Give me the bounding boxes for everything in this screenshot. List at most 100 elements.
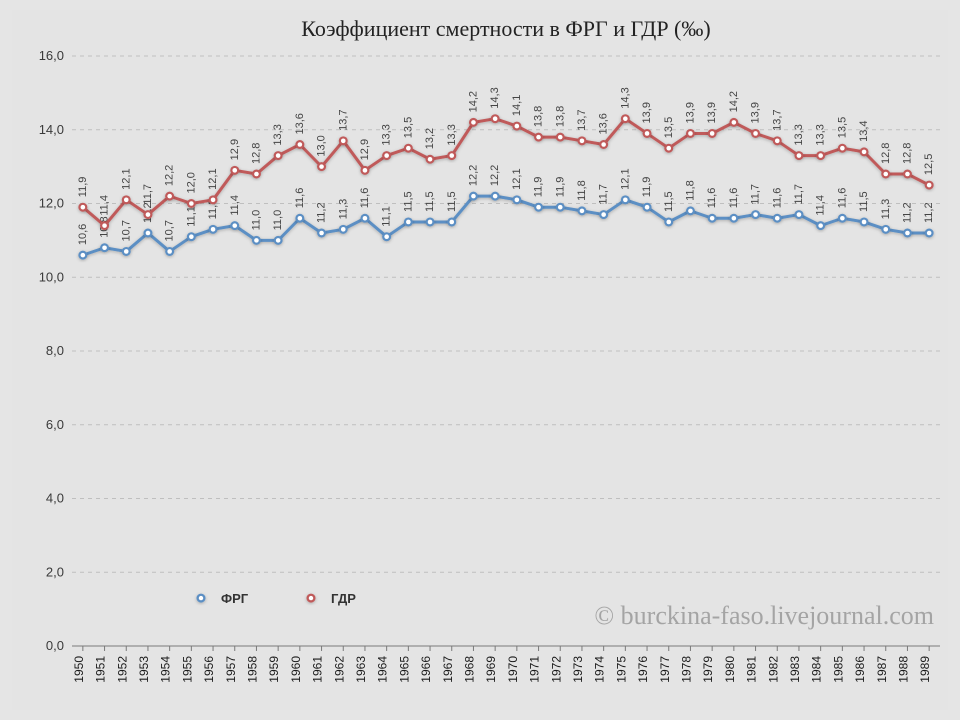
marker-inner: [580, 209, 585, 214]
marker-inner: [601, 212, 606, 217]
x-tick-label: 1976: [636, 656, 650, 683]
value-label: 11,9: [533, 177, 545, 198]
x-tick-label: 1958: [245, 656, 259, 683]
value-label: 13,5: [402, 117, 414, 138]
x-tick-label: 1957: [224, 656, 238, 683]
value-label: 11,5: [424, 191, 436, 212]
x-tick-label: 1986: [853, 656, 867, 683]
x-tick-label: 1953: [137, 656, 151, 683]
value-label: 11,0: [250, 210, 262, 231]
marker-inner: [167, 194, 172, 199]
value-label: 14,2: [728, 91, 740, 112]
marker-inner: [146, 212, 151, 217]
marker-inner: [102, 245, 107, 250]
value-label: 11,2: [901, 202, 913, 223]
value-label: 13,3: [272, 124, 284, 145]
value-label: 11,4: [229, 195, 241, 216]
legend-label: ФРГ: [221, 591, 249, 606]
value-label: 12,8: [880, 143, 892, 164]
value-label: 12,2: [467, 165, 479, 186]
marker-inner: [189, 201, 194, 206]
value-label: 13,8: [533, 106, 545, 127]
x-tick-label: 1974: [593, 656, 607, 683]
marker-inner: [124, 249, 129, 254]
x-tick-label: 1951: [94, 656, 108, 683]
marker-inner: [276, 238, 281, 243]
x-tick-label: 1952: [115, 656, 129, 683]
marker-inner: [536, 135, 541, 140]
value-label: 11,7: [598, 184, 610, 205]
marker-inner: [688, 131, 693, 136]
marker-inner: [341, 139, 346, 144]
y-tick-label: 4,0: [46, 491, 64, 506]
x-tick-label: 1972: [549, 656, 563, 683]
y-tick-label: 0,0: [46, 638, 64, 653]
marker-inner: [623, 116, 628, 121]
marker-inner: [384, 234, 389, 239]
marker-inner: [81, 253, 86, 258]
marker-inner: [688, 209, 693, 214]
value-label: 11,9: [554, 177, 566, 198]
value-label: 11,4: [815, 195, 827, 216]
x-tick-label: 1965: [397, 656, 411, 683]
value-label: 10,6: [77, 224, 89, 245]
x-tick-label: 1980: [723, 656, 737, 683]
marker-inner: [428, 220, 433, 225]
value-label: 10,7: [120, 220, 132, 241]
value-label: 11,2: [923, 202, 935, 223]
marker-inner: [797, 153, 802, 158]
value-label: 13,3: [815, 124, 827, 145]
marker-inner: [449, 220, 454, 225]
value-label: 11,8: [576, 180, 588, 201]
y-tick-label: 6,0: [46, 417, 64, 432]
x-tick-label: 1969: [484, 656, 498, 683]
value-label: 13,6: [598, 113, 610, 134]
value-label: 11,3: [337, 199, 349, 220]
chart-container: Коэффициент смертности в ФРГ и ГДР (‰)0,…: [12, 10, 948, 710]
marker-inner: [211, 198, 216, 203]
x-tick-label: 1985: [831, 656, 845, 683]
value-label: 13,9: [641, 102, 653, 123]
value-label: 12,8: [901, 143, 913, 164]
value-label: 14,3: [489, 87, 501, 108]
value-label: 13,3: [381, 124, 393, 145]
value-label: 11,5: [402, 191, 414, 212]
x-tick-label: 1950: [72, 656, 86, 683]
value-label: 11,6: [706, 188, 718, 209]
marker-inner: [146, 231, 151, 236]
marker-inner: [298, 142, 303, 147]
watermark: © burckina-faso.livejournal.com: [594, 601, 934, 630]
x-tick-label: 1959: [267, 656, 281, 683]
value-label: 13,2: [424, 128, 436, 149]
value-label: 12,1: [207, 168, 219, 189]
marker-inner: [818, 223, 823, 228]
marker-inner: [883, 172, 888, 177]
marker-inner: [905, 231, 910, 236]
value-label: 11,2: [316, 202, 328, 223]
x-tick-label: 1968: [462, 656, 476, 683]
value-label: 11,3: [880, 199, 892, 220]
legend-marker-inner: [309, 596, 313, 600]
y-tick-label: 14,0: [39, 122, 64, 137]
value-label: 13,7: [771, 109, 783, 130]
marker-inner: [666, 146, 671, 151]
value-label: 10,7: [164, 220, 176, 241]
marker-inner: [298, 216, 303, 221]
legend-marker-inner: [199, 596, 203, 600]
x-tick-label: 1981: [745, 656, 759, 683]
marker-inner: [775, 216, 780, 221]
value-label: 11,7: [793, 184, 805, 205]
value-label: 12,1: [120, 168, 132, 189]
value-label: 12,9: [229, 139, 241, 160]
marker-inner: [254, 238, 259, 243]
y-tick-label: 10,0: [39, 269, 64, 284]
marker-inner: [471, 194, 476, 199]
value-label: 12,9: [359, 139, 371, 160]
y-tick-label: 16,0: [39, 48, 64, 63]
marker-inner: [276, 153, 281, 158]
value-label: 12,1: [619, 168, 631, 189]
value-label: 11,1: [185, 206, 197, 227]
x-tick-label: 1970: [506, 656, 520, 683]
value-label: 11,5: [858, 191, 870, 212]
value-label: 13,0: [316, 135, 328, 156]
